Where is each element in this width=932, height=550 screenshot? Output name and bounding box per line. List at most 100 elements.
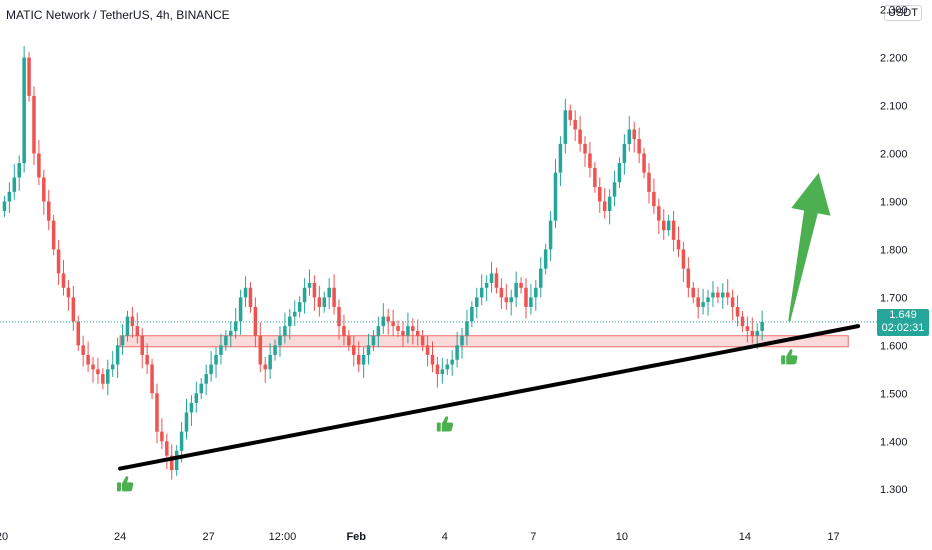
candle [632, 121, 636, 153]
candle [553, 159, 558, 229]
candle-body [548, 220, 553, 250]
x-tick-label: 12:00 [269, 531, 297, 543]
bar-countdown: 02:02:31 [881, 322, 925, 334]
y-tick-label: 1.500 [880, 388, 908, 400]
candle-body [140, 335, 144, 355]
candle-body [361, 354, 366, 365]
candle-body [160, 431, 164, 442]
candle [27, 51, 31, 102]
candle [691, 282, 696, 304]
candle-body [278, 335, 282, 346]
candle [607, 188, 612, 225]
candle [51, 214, 56, 256]
candle [489, 261, 494, 293]
candle-body [214, 354, 218, 365]
thumbs-up-hand [122, 476, 134, 492]
currency-unit-button[interactable]: USDT [884, 5, 922, 21]
candle-body [445, 364, 450, 370]
candle [716, 286, 720, 304]
candle-body [455, 345, 459, 360]
candle [209, 351, 213, 382]
candle-body [376, 326, 381, 336]
candle-body [440, 369, 445, 375]
candle-body [460, 335, 464, 346]
y-tick-label: 2.300 [880, 5, 908, 17]
candle-body [706, 297, 710, 303]
candle-body [229, 330, 233, 336]
candle-body [661, 220, 666, 231]
candle-body [179, 431, 184, 451]
candle-body [283, 326, 287, 336]
candle [573, 110, 577, 142]
candle [445, 358, 450, 376]
candle-body [642, 153, 646, 173]
candle-body [494, 273, 499, 288]
candle-body [292, 311, 297, 317]
candle-body [396, 326, 400, 331]
thumbs-up-cuff [436, 422, 441, 432]
thumbs-up-icon [781, 349, 798, 365]
candle-body [534, 287, 538, 298]
candle [465, 309, 469, 346]
candle-body [61, 273, 66, 288]
candle [622, 134, 627, 175]
candle [337, 299, 341, 340]
candle [273, 339, 277, 361]
candle [514, 271, 518, 307]
candle [706, 289, 710, 316]
candle [184, 399, 189, 440]
candle-body [263, 364, 267, 370]
candle [612, 170, 617, 207]
thumbs-up-hand [441, 416, 454, 432]
y-tick-label: 1.800 [880, 244, 908, 256]
candle [140, 328, 144, 369]
candle-body [391, 321, 395, 327]
y-axis[interactable]: 2.300 2.200 2.100 2.000 1.900 1.800 1.700 1.600… [880, 5, 908, 497]
candle [327, 278, 331, 309]
candle [110, 351, 115, 377]
candle-body [317, 297, 322, 307]
candle-body [352, 345, 356, 355]
candle [32, 86, 36, 165]
candle [588, 141, 592, 178]
candle-body [652, 191, 656, 207]
candle [494, 267, 499, 294]
candle [243, 276, 248, 307]
candle [578, 116, 582, 152]
candle [219, 333, 223, 365]
candle-body [106, 369, 110, 384]
candle-body [676, 239, 681, 250]
candle-body [110, 364, 115, 370]
candle [233, 307, 238, 339]
candle-body [499, 287, 504, 298]
candle-body [671, 220, 676, 240]
candle-body [71, 297, 76, 322]
candle [17, 155, 21, 191]
annotations-layer [117, 172, 831, 492]
candle-body [184, 412, 189, 432]
candle [155, 383, 159, 444]
y-tick-label: 2.000 [880, 148, 908, 160]
candle [598, 177, 602, 213]
candle-body [721, 292, 725, 298]
candle [499, 278, 504, 309]
candle-body [22, 57, 26, 164]
candle [194, 381, 199, 413]
candle [278, 326, 282, 357]
x-axis[interactable]: 20 24 27 12:00 Feb 4 7 10 14 17 [0, 531, 840, 543]
candle-body [411, 326, 415, 331]
candle-body [224, 335, 228, 346]
candle [258, 322, 263, 373]
candle-body [740, 316, 745, 327]
candle [435, 356, 440, 388]
candle [538, 257, 543, 298]
candle-body [755, 330, 759, 336]
candle-body [165, 441, 169, 456]
candle-body [56, 249, 61, 274]
candle [725, 279, 730, 306]
candle-body [332, 287, 336, 307]
candle [165, 433, 169, 470]
candle-body [169, 455, 174, 471]
candle [7, 182, 12, 213]
